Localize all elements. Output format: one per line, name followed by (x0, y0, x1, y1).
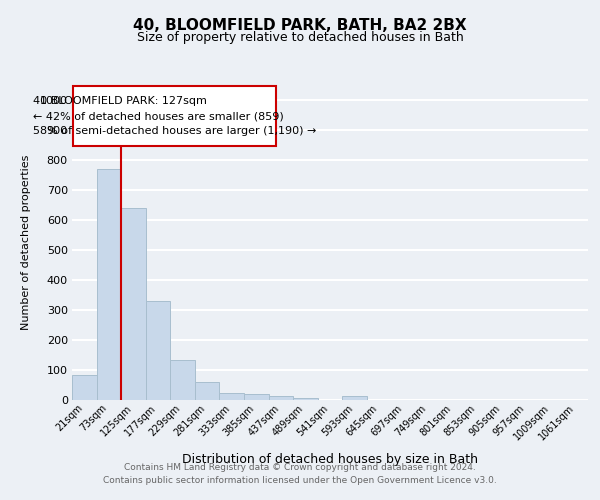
Text: 40 BLOOMFIELD PARK: 127sqm
← 42% of detached houses are smaller (859)
58% of sem: 40 BLOOMFIELD PARK: 127sqm ← 42% of deta… (33, 96, 316, 136)
Bar (195, 382, 220, 400)
Bar (269, 396, 293, 400)
Bar (342, 396, 367, 400)
Bar (97, 169, 121, 400)
Text: Contains public sector information licensed under the Open Government Licence v3: Contains public sector information licen… (103, 476, 497, 485)
Text: Contains HM Land Registry data © Crown copyright and database right 2024.: Contains HM Land Registry data © Crown c… (124, 462, 476, 471)
Bar (244, 394, 269, 400)
Bar (220, 394, 244, 400)
Text: 40, BLOOMFIELD PARK, BATH, BA2 2BX: 40, BLOOMFIELD PARK, BATH, BA2 2BX (133, 18, 467, 32)
Bar (293, 398, 318, 400)
Bar (170, 360, 195, 400)
Text: Size of property relative to detached houses in Bath: Size of property relative to detached ho… (137, 31, 463, 44)
Y-axis label: Number of detached properties: Number of detached properties (22, 155, 32, 330)
X-axis label: Distribution of detached houses by size in Bath: Distribution of detached houses by size … (182, 453, 478, 466)
Bar (146, 301, 170, 400)
FancyBboxPatch shape (73, 86, 276, 146)
Bar (72, 374, 97, 400)
Bar (121, 208, 146, 400)
